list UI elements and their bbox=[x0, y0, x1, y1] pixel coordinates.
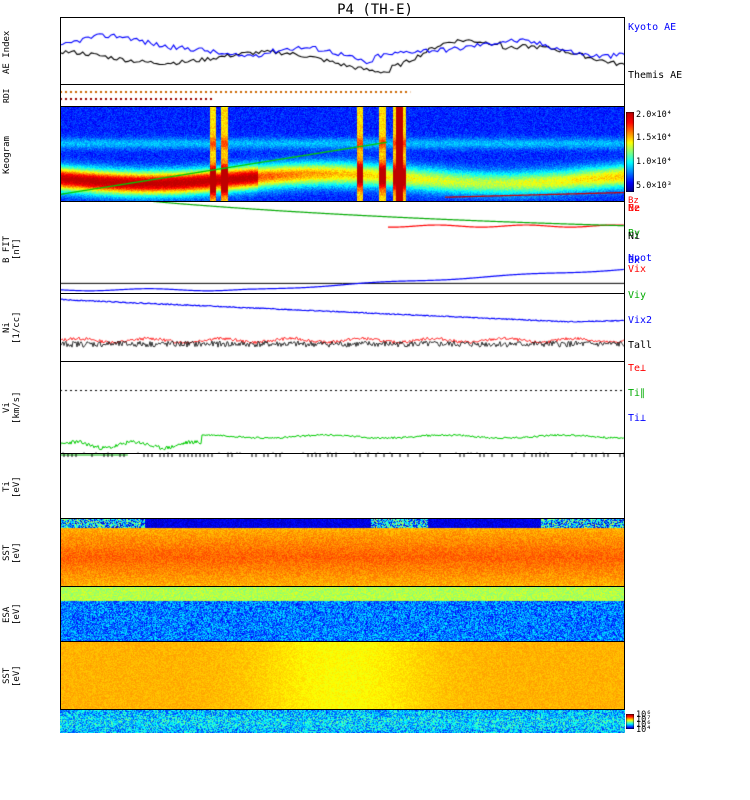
vi-panel-border bbox=[60, 362, 625, 454]
viy-legend: Viy bbox=[628, 290, 646, 301]
ni-legend: Ni bbox=[628, 231, 640, 242]
sst-ion-panel-border bbox=[60, 519, 625, 587]
rdi-ylabel: RDI bbox=[2, 86, 11, 106]
ni-panel-border bbox=[60, 294, 625, 362]
tipar-legend: Ti∥ bbox=[628, 388, 645, 399]
bfit-ylabel: B FIT [nT] bbox=[2, 205, 22, 293]
right-colorbars bbox=[626, 587, 634, 787]
keogram-panel-border bbox=[60, 107, 625, 202]
teperp-legend: Te⊥ bbox=[628, 363, 646, 374]
ne-legend: Ne bbox=[628, 203, 640, 214]
keogram-colorbar bbox=[626, 112, 634, 192]
vi-ylabel: Vi [km/s] bbox=[2, 364, 22, 452]
esa-ion-panel-border bbox=[60, 587, 625, 642]
sst-e-ylabel: SST [eV] bbox=[2, 644, 22, 708]
keogram-ylabel: Keogram bbox=[2, 110, 12, 200]
sst-ion-ylabel: SST [eV] bbox=[2, 521, 22, 585]
ti-panel-border bbox=[60, 454, 625, 519]
sst-ion-colorbar bbox=[626, 521, 634, 581]
scientific-multiplot: P4 (TH-E) AE Index Kyoto AE Themis AE RD… bbox=[0, 0, 750, 800]
esa-e-colorbar bbox=[626, 714, 634, 729]
esa-ion-ylabel: ESA [eV] bbox=[2, 589, 22, 640]
npot-legend: Npot bbox=[628, 253, 652, 264]
kyoto-ae-legend: Kyoto AE bbox=[628, 22, 676, 33]
viz-legend: Vix2 bbox=[628, 315, 652, 326]
rdi-panel-border bbox=[60, 85, 625, 107]
tall-legend: Tall bbox=[628, 340, 652, 351]
bfit-panel-border bbox=[60, 202, 625, 294]
esa-e-chart bbox=[60, 710, 625, 733]
vix-legend: Vix bbox=[628, 264, 646, 275]
tiperp-legend: Ti⊥ bbox=[628, 413, 646, 424]
ae-panel-border bbox=[60, 17, 625, 85]
ti-ylabel: Ti [eV] bbox=[2, 456, 22, 518]
ae-ylabel: AE Index bbox=[2, 20, 12, 84]
plot-title: P4 (TH-E) bbox=[0, 2, 750, 18]
sst-e-panel-border bbox=[60, 642, 625, 710]
themis-ae-legend: Themis AE bbox=[628, 70, 682, 81]
esa-e-colorbar-tick-3: 10⁴ bbox=[636, 725, 651, 735]
ni-ylabel: Ni [1/cc] bbox=[2, 296, 22, 360]
